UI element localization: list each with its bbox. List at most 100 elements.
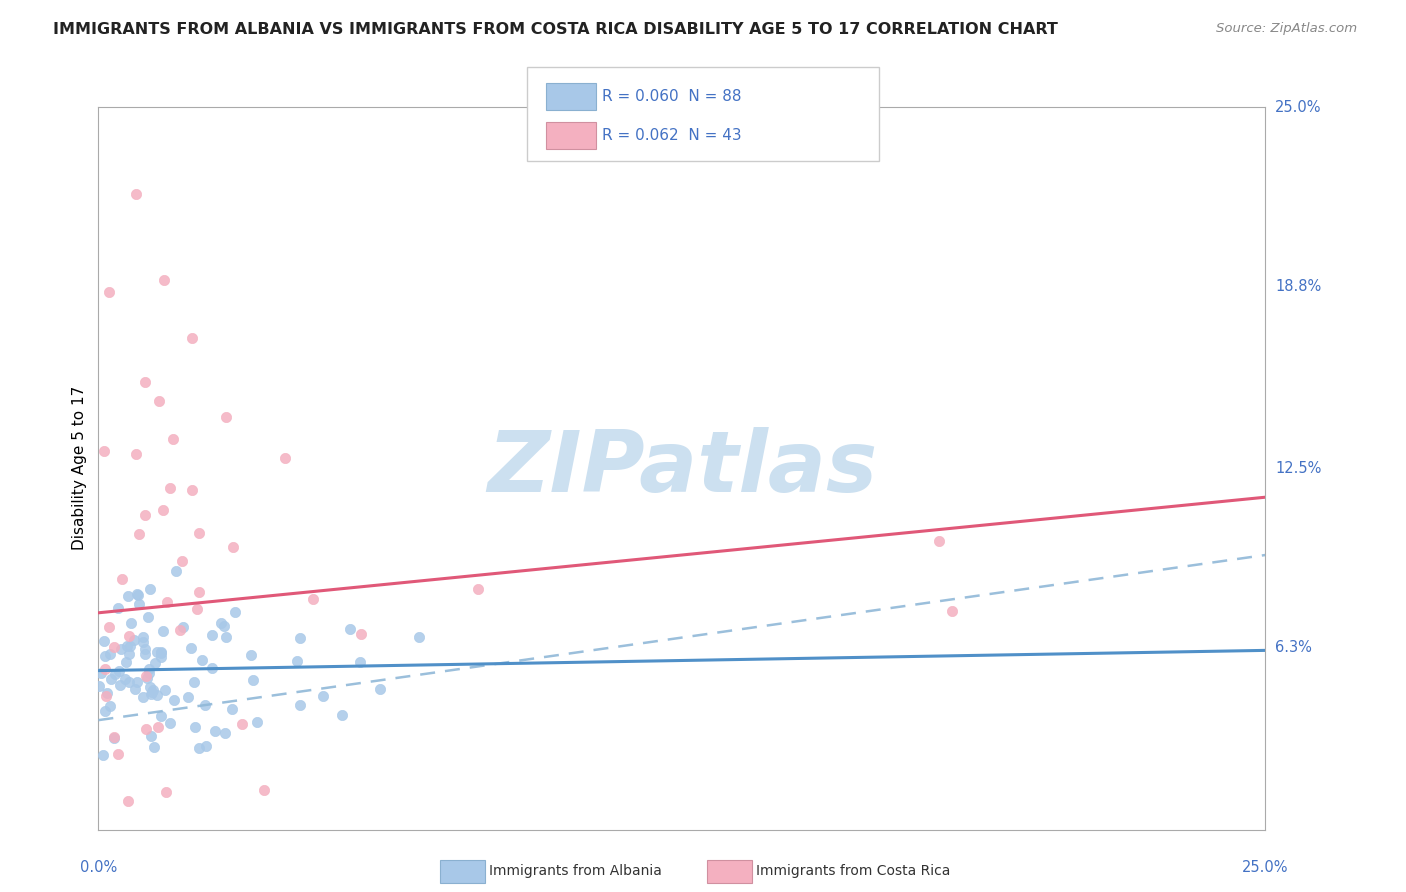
Text: 12.5%: 12.5% xyxy=(1275,461,1322,475)
Point xyxy=(93,704,115,718)
Text: 0.0%: 0.0% xyxy=(80,860,117,875)
Point xyxy=(312,689,335,703)
Point xyxy=(94,690,117,704)
Point xyxy=(330,708,353,723)
Text: 25.0%: 25.0% xyxy=(1241,860,1289,875)
Point xyxy=(132,630,155,644)
Point xyxy=(201,628,224,642)
Point xyxy=(183,675,205,690)
Point xyxy=(186,601,208,615)
Point xyxy=(941,605,963,619)
Point xyxy=(114,655,136,669)
Point xyxy=(138,662,160,676)
Text: 6.3%: 6.3% xyxy=(1275,640,1312,655)
Point xyxy=(187,741,209,756)
Point xyxy=(165,564,187,578)
Point xyxy=(928,533,950,548)
Point xyxy=(87,679,110,693)
Point xyxy=(172,554,194,568)
Point xyxy=(155,785,177,799)
Point xyxy=(142,682,165,697)
Point xyxy=(152,273,174,287)
Text: IMMIGRANTS FROM ALBANIA VS IMMIGRANTS FROM COSTA RICA DISABILITY AGE 5 TO 17 COR: IMMIGRANTS FROM ALBANIA VS IMMIGRANTS FR… xyxy=(53,22,1059,37)
Point xyxy=(152,624,174,638)
Point xyxy=(139,582,162,596)
Point xyxy=(146,644,169,658)
Point xyxy=(204,724,226,739)
Point xyxy=(221,701,243,715)
Point xyxy=(188,526,211,541)
Point xyxy=(117,589,139,603)
Point xyxy=(132,635,155,649)
Point xyxy=(128,597,150,611)
Point xyxy=(110,678,132,692)
Point xyxy=(274,450,297,465)
Point xyxy=(159,481,181,495)
Point xyxy=(134,641,156,656)
Point xyxy=(163,693,186,707)
Point xyxy=(90,665,112,680)
Text: Immigrants from Costa Rica: Immigrants from Costa Rica xyxy=(756,864,950,879)
Point xyxy=(194,698,217,713)
Point xyxy=(302,591,325,606)
Point xyxy=(212,619,235,633)
Point xyxy=(214,726,236,740)
Point xyxy=(141,687,163,701)
Point xyxy=(135,671,157,685)
Point xyxy=(139,680,162,694)
Point xyxy=(134,508,156,522)
Point xyxy=(145,688,167,702)
Point xyxy=(98,699,121,714)
Point xyxy=(180,483,202,497)
Point xyxy=(115,640,138,654)
Point xyxy=(149,646,172,660)
Point xyxy=(103,640,125,654)
Point xyxy=(287,655,309,669)
Point xyxy=(117,794,139,808)
Point xyxy=(94,649,117,664)
Point xyxy=(172,620,194,634)
Point xyxy=(149,650,172,665)
Point xyxy=(104,666,127,681)
Text: Immigrants from Albania: Immigrants from Albania xyxy=(489,864,662,879)
Point xyxy=(143,740,166,755)
Point xyxy=(162,433,184,447)
Point xyxy=(242,673,264,687)
Point xyxy=(467,582,489,597)
Point xyxy=(155,682,177,697)
Text: Source: ZipAtlas.com: Source: ZipAtlas.com xyxy=(1216,22,1357,36)
Point xyxy=(127,589,149,603)
Point xyxy=(114,672,136,686)
Point xyxy=(118,675,141,690)
Point xyxy=(214,630,236,644)
Point xyxy=(339,622,361,636)
Point xyxy=(91,748,114,763)
Point xyxy=(139,729,162,743)
Point xyxy=(146,721,169,735)
Point xyxy=(231,717,253,731)
Point xyxy=(195,739,218,753)
Point xyxy=(290,631,312,645)
Point xyxy=(107,747,129,761)
Point xyxy=(125,675,148,690)
Point xyxy=(134,375,156,389)
Point xyxy=(120,615,142,630)
Point xyxy=(124,681,146,696)
Point xyxy=(149,709,172,723)
Text: 25.0%: 25.0% xyxy=(1275,100,1322,114)
Point xyxy=(138,610,160,624)
Point xyxy=(107,664,129,678)
Point xyxy=(93,443,115,458)
Text: 18.8%: 18.8% xyxy=(1275,278,1322,293)
Point xyxy=(141,685,163,699)
Point xyxy=(120,639,142,653)
Point xyxy=(240,648,263,662)
Point xyxy=(215,409,238,424)
Point xyxy=(149,645,172,659)
Point xyxy=(93,634,115,648)
Point xyxy=(143,656,166,670)
Point xyxy=(118,629,141,643)
Point xyxy=(100,672,122,686)
Point xyxy=(132,690,155,704)
Point xyxy=(111,572,134,586)
